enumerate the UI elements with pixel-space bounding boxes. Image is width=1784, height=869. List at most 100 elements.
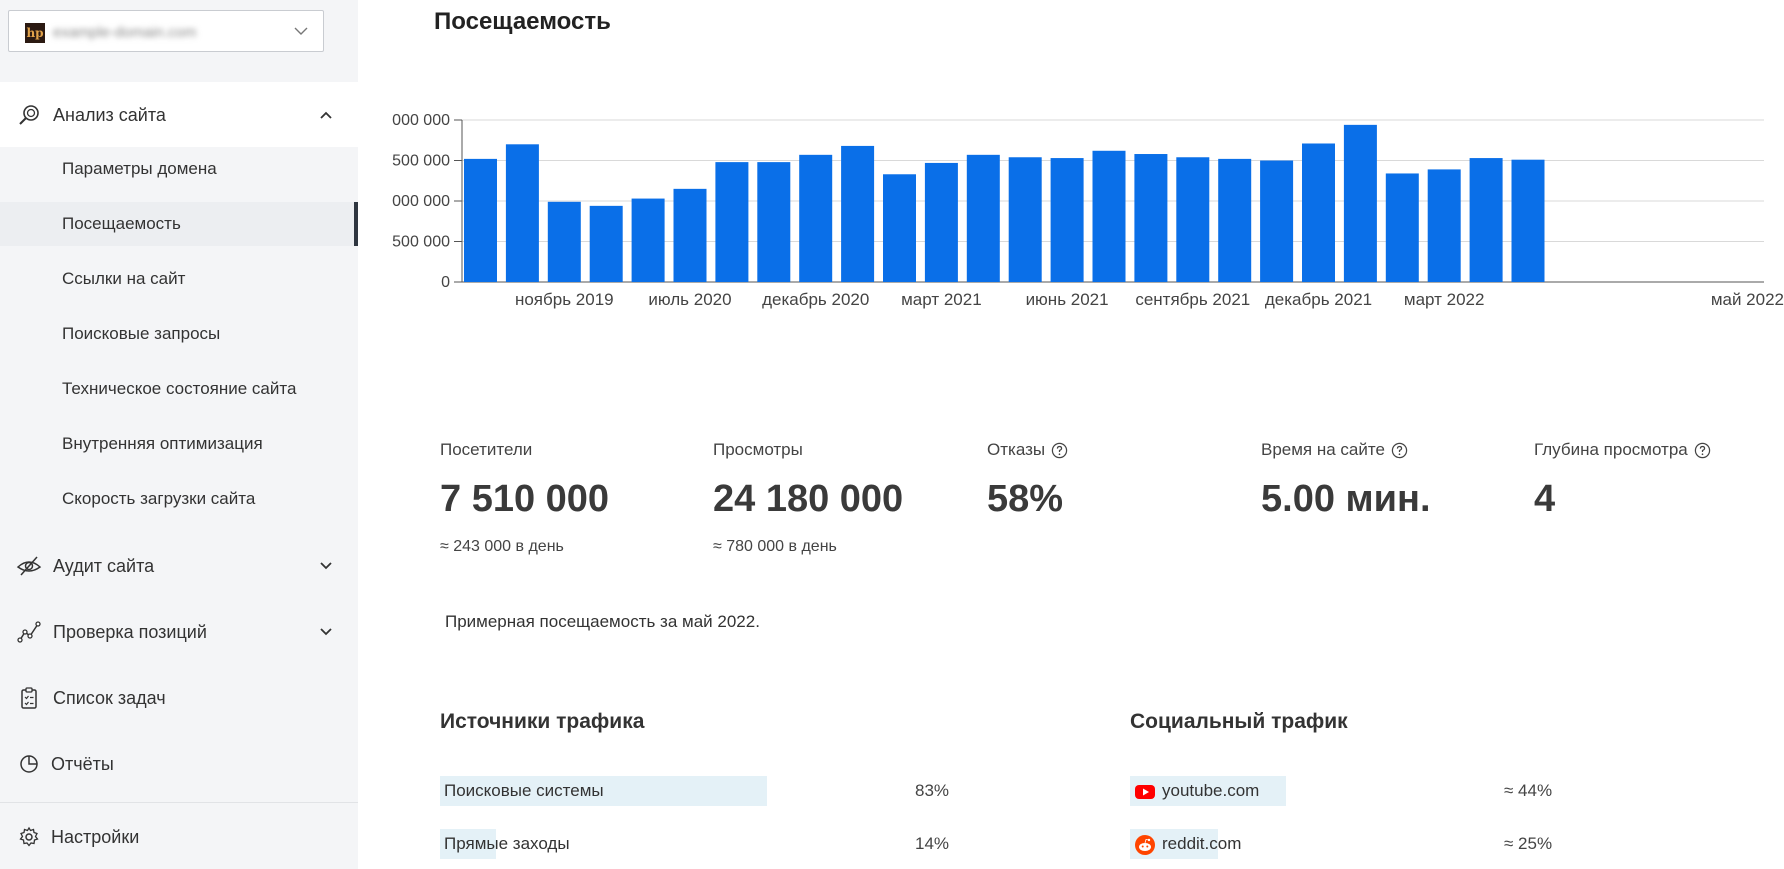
social-source-row: youtube.com ≈ 44% — [1130, 776, 1590, 806]
share-bar — [440, 829, 496, 859]
x-tick-label: март 2022 — [1404, 290, 1485, 309]
stat-pageviews: Просмотры 24 180 000 ≈ 780 000 в день — [713, 438, 973, 556]
share-bar — [440, 776, 767, 806]
page-title: Посещаемость — [434, 8, 611, 35]
chart-bar — [1427, 169, 1461, 282]
submenu-item-internal-opt[interactable]: Внутренняя оптимизация — [0, 422, 358, 466]
submenu-item-backlinks[interactable]: Ссылки на сайт — [0, 257, 358, 301]
site-select[interactable]: hp example-domain.com — [8, 10, 324, 52]
traffic-source-value: 83% — [915, 781, 950, 800]
chart-bar — [589, 205, 623, 282]
main-content: Посещаемость 0 2 500 000 5 000 000 7 500 00… — [392, 0, 1784, 869]
chart-bar — [883, 174, 916, 282]
sidebar-divider — [0, 802, 358, 803]
submenu-item-label: Параметры домена — [62, 159, 217, 178]
pie-chart-icon — [16, 751, 42, 777]
x-tick-label: ноябрь 2019 — [515, 290, 614, 309]
traffic-sources-title: Источники трафика — [440, 710, 645, 733]
social-source-link[interactable]: youtube.com — [1162, 781, 1260, 800]
social-source-row: reddit.com ≈ 25% — [1130, 829, 1590, 859]
menu-item-task-list[interactable]: Список задач — [0, 676, 358, 720]
stat-label: Посетители — [440, 440, 533, 459]
submenu-item-load-speed[interactable]: Скорость загрузки сайта — [0, 477, 358, 521]
traffic-period-note: Примерная посещаемость за май 2022. — [445, 612, 760, 631]
traffic-source-row: Поисковые системы 83% — [440, 776, 960, 806]
chart-bar — [1511, 159, 1545, 282]
stat-page-depth: Глубина просмотра 4 — [1534, 438, 1784, 522]
chart-bar — [1343, 124, 1377, 282]
y-tick-label: 7 500 000 — [392, 153, 450, 170]
traffic-source-label: Прямые заходы — [444, 834, 570, 853]
y-tick-label: 2 500 000 — [392, 234, 450, 251]
social-source-link[interactable]: reddit.com — [1162, 834, 1242, 853]
stat-subtext: ≈ 780 000 в день — [713, 538, 837, 555]
menu-item-position-check[interactable]: Проверка позиций — [0, 610, 358, 654]
stat-value: 7 510 000 — [440, 478, 610, 520]
chart-bar — [631, 198, 665, 282]
submenu-item-search-queries[interactable]: Поисковые запросы — [0, 312, 358, 356]
social-traffic-title: Социальный трафик — [1130, 710, 1348, 733]
stat-label: Глубина просмотра — [1534, 440, 1688, 459]
chevron-down-icon[interactable] — [318, 558, 334, 574]
chart-bar — [757, 162, 791, 282]
submenu-item-traffic[interactable]: Посещаемость — [0, 202, 358, 246]
help-icon[interactable] — [1694, 442, 1711, 459]
menu-item-label: Проверка позиций — [53, 621, 207, 642]
x-tick-label: декабрь 2020 — [762, 290, 869, 309]
traffic-source-label: Поисковые системы — [444, 781, 604, 800]
chart-bar — [505, 144, 539, 282]
chart-bar — [799, 154, 833, 282]
stat-value: 4 — [1534, 478, 1556, 520]
menu-item-site-audit[interactable]: Аудит сайта — [0, 544, 358, 588]
x-tick-label: май 2022 — [1711, 290, 1784, 309]
chart-bar — [841, 145, 875, 282]
stat-subtext: ≈ 243 000 в день — [440, 538, 564, 555]
chart-bar — [1176, 157, 1210, 282]
chart-bar — [1260, 160, 1294, 282]
submenu-item-label: Ссылки на сайт — [62, 269, 186, 288]
menu-item-site-analysis[interactable]: Анализ сайта — [0, 93, 358, 137]
stat-label: Время на сайте — [1261, 440, 1385, 459]
submenu-item-domain-params[interactable]: Параметры домена — [0, 147, 358, 191]
menu-item-reports[interactable]: Отчёты — [0, 742, 358, 786]
traffic-source-value: 14% — [915, 834, 950, 853]
share-bar — [1130, 776, 1286, 806]
submenu-item-label: Посещаемость — [62, 214, 181, 233]
menu-item-label: Список задач — [53, 687, 166, 708]
y-tick-label: 10 000 000 — [392, 112, 450, 129]
help-icon[interactable] — [1051, 442, 1068, 459]
chart-bar — [924, 162, 958, 282]
chart-bar — [1092, 150, 1126, 282]
site-favicon: hp — [25, 23, 45, 43]
menu-item-label: Отчёты — [51, 753, 114, 774]
chevron-down-icon[interactable] — [318, 624, 334, 640]
menu-active-section — [0, 82, 358, 147]
menu-item-label: Настройки — [51, 826, 140, 847]
x-tick-label: сентябрь 2021 — [1135, 290, 1250, 309]
menu-item-label: Аудит сайта — [53, 555, 155, 576]
x-tick-label: декабрь 2021 — [1265, 290, 1372, 309]
submenu-item-label: Поисковые запросы — [62, 324, 221, 343]
x-tick-label: март 2021 — [901, 290, 982, 309]
menu-item-settings[interactable]: Настройки — [0, 815, 358, 859]
chart-bar — [547, 201, 581, 282]
chart-bar — [673, 188, 707, 282]
stat-bounce: Отказы 58% — [987, 438, 1247, 522]
positions-graph-icon — [16, 619, 42, 645]
help-icon[interactable] — [1391, 442, 1408, 459]
chevron-down-icon[interactable] — [293, 23, 309, 39]
chart-bar — [715, 162, 749, 282]
site-name: example-domain.com — [53, 24, 197, 41]
stat-visitors: Посетители 7 510 000 ≈ 243 000 в день — [440, 438, 700, 556]
x-tick-label: июль 2020 — [648, 290, 731, 309]
chart-bar — [1385, 173, 1419, 282]
chevron-up-icon[interactable] — [318, 107, 334, 123]
menu-item-label: Анализ сайта — [53, 104, 166, 125]
submenu-item-tech-state[interactable]: Техническое состояние сайта — [0, 367, 358, 411]
social-source-value: ≈ 25% — [1504, 834, 1553, 853]
stat-label: Просмотры — [713, 440, 803, 459]
reddit-icon — [1135, 835, 1155, 855]
submenu-item-label: Техническое состояние сайта — [62, 379, 297, 398]
y-tick-label: 5 000 000 — [392, 193, 450, 210]
eye-audit-icon — [16, 553, 42, 579]
